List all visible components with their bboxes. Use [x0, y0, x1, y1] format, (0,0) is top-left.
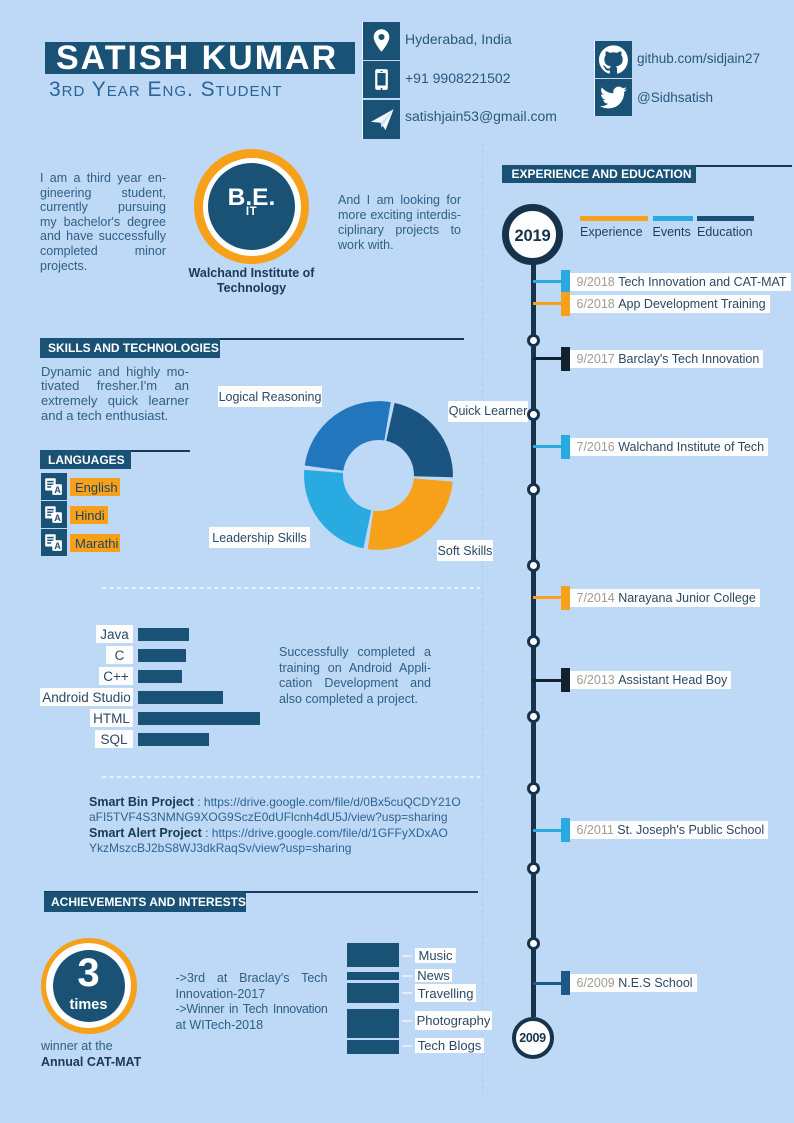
svg-text:A: A [55, 513, 62, 523]
svg-text:A: A [55, 484, 62, 494]
svg-text:A: A [55, 541, 62, 551]
